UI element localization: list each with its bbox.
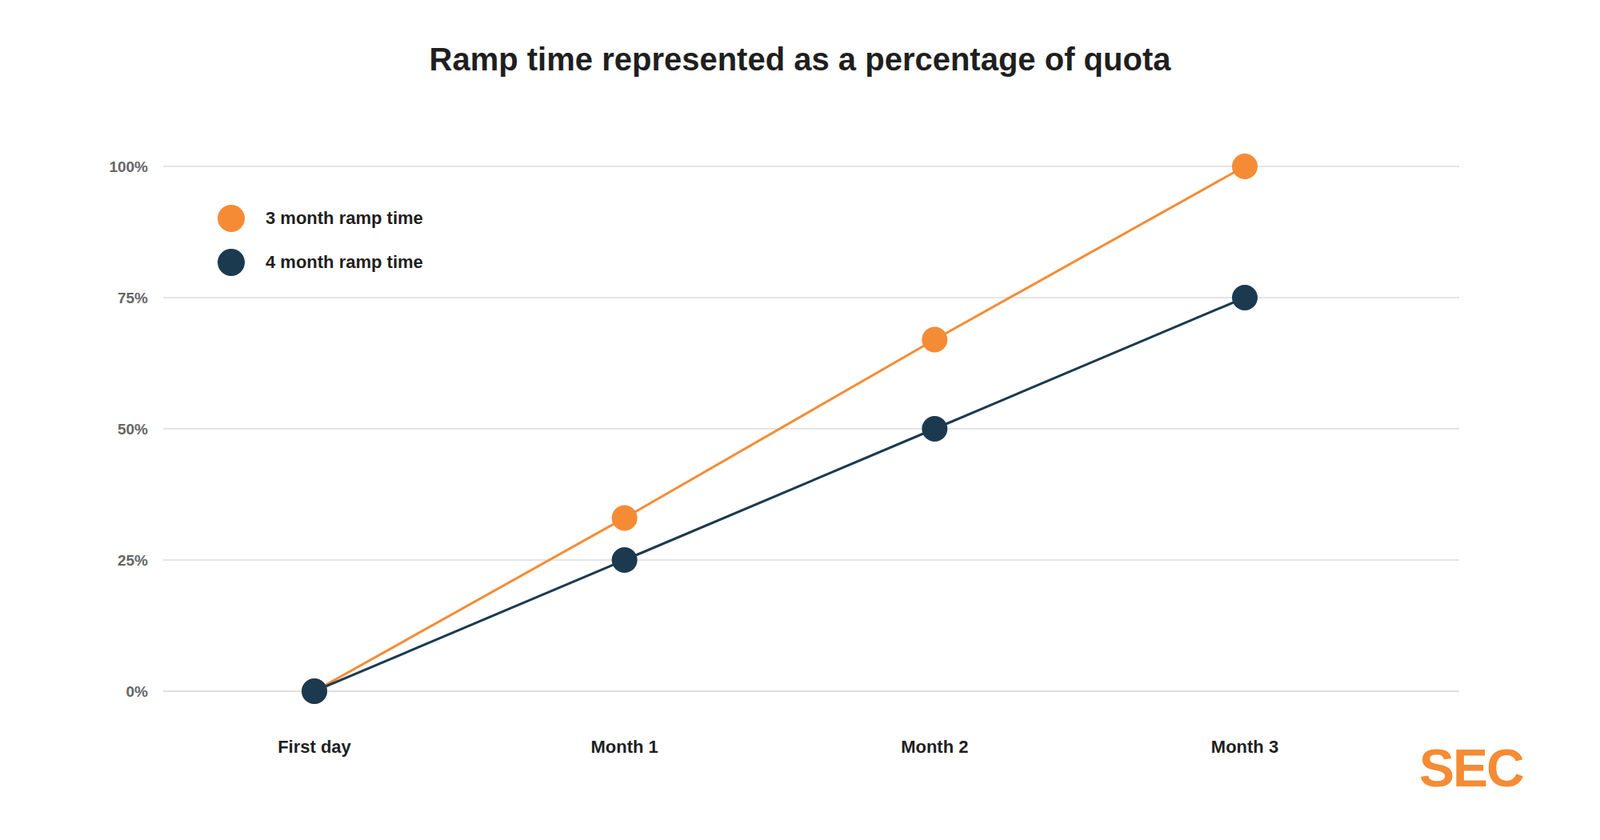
svg-text:Month 2: Month 2 — [900, 736, 968, 757]
svg-text:First day: First day — [277, 736, 352, 757]
svg-text:0%: 0% — [126, 683, 149, 700]
html-text:3 month ramp time: 3 month ramp time — [265, 207, 424, 228]
html-text:Ramp time represented as a per: Ramp time represented as a percentage of… — [429, 41, 1171, 77]
html-text:SEC: SEC — [1419, 738, 1523, 798]
svg-text:100%: 100% — [108, 158, 148, 176]
svg-text:25%: 25% — [117, 552, 148, 569]
svg-text:Month 3: Month 3 — [1211, 736, 1279, 757]
html-text:4 month ramp time: 4 month ramp time — [265, 251, 424, 272]
svg-text:50%: 50% — [117, 420, 148, 438]
svg-text:Month 1: Month 1 — [591, 736, 659, 757]
svg-text:75%: 75% — [117, 289, 148, 307]
